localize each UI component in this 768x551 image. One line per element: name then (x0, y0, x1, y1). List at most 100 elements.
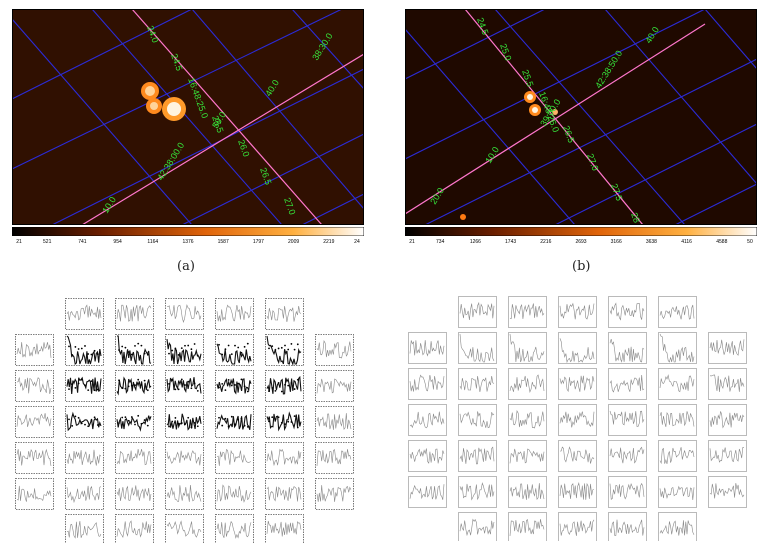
spectrum-cell (215, 298, 254, 330)
spectrum-cell (508, 368, 547, 400)
colorbar-tick: 954 (113, 239, 122, 245)
spectrum-point (293, 415, 296, 417)
spectrum-frame (558, 440, 597, 472)
spectrum-cell (458, 296, 497, 328)
spectrum-point (118, 379, 120, 382)
panel-a-colorbar (12, 227, 364, 236)
spectrum-point (290, 382, 293, 384)
spectrum-point (230, 353, 233, 356)
spectrum-point (290, 421, 293, 423)
spectrum-trace (216, 484, 252, 503)
spectrum-trace (216, 414, 252, 431)
spectrum-frame (458, 332, 497, 364)
spectrum-trace (216, 304, 252, 322)
spectrum-cell (558, 512, 597, 541)
spectrum-cell (658, 368, 697, 400)
spectrum-trace (166, 520, 202, 538)
spectrum-point (277, 416, 280, 419)
spectrum-point (234, 384, 236, 386)
spectrum-cell (608, 440, 647, 472)
point-sources (460, 91, 558, 220)
spectrum-point (284, 383, 286, 386)
spectrum-point (240, 378, 243, 381)
spectrum-point (221, 424, 224, 427)
spectrum-cell (215, 334, 254, 366)
spectrum-point (168, 352, 170, 355)
ra-label: 28 (629, 211, 642, 224)
spectrum-trace (116, 415, 152, 432)
spectrum-cell (408, 404, 447, 436)
spectrum-point (224, 389, 227, 392)
spectrum-point (80, 378, 83, 381)
spectrum-frame (458, 296, 497, 328)
coordinate-grid (405, 9, 757, 225)
spectrum-point (237, 346, 240, 349)
spectrum-cell (65, 298, 104, 330)
spectrum-point (274, 349, 277, 351)
spectrum-cell (115, 514, 154, 543)
colorbar-tick: 21 (409, 239, 415, 245)
spectrum-point (196, 354, 199, 357)
spectrum-point (187, 380, 190, 383)
colorbar-tick: 734 (436, 239, 445, 245)
spectrum-frame (65, 334, 104, 366)
colorbar-tick: 1587 (217, 239, 229, 245)
spectrum-point (284, 344, 286, 347)
spectrum-point (121, 345, 124, 348)
spectrum-cell (265, 442, 304, 474)
spectrum-frame (315, 334, 354, 366)
spectrum-frame (115, 442, 154, 474)
spectrum-cell (708, 476, 747, 508)
spectrum-frame (508, 404, 547, 436)
spectrum-point (268, 390, 270, 392)
spectrum-frame (458, 404, 497, 436)
spectrum-trace (559, 446, 595, 464)
spectrum-cell (608, 332, 647, 364)
spectrum-cell (508, 332, 547, 364)
colorbar-tick: 1164 (147, 239, 159, 245)
spectrum-cell (315, 334, 354, 366)
spectrum-cell (265, 406, 304, 438)
spectrum-trace (166, 304, 202, 323)
spectrum-point (93, 349, 96, 352)
spectrum-point (146, 389, 149, 392)
spectrum-cell (315, 478, 354, 510)
spectrum-point (230, 384, 233, 387)
spectrum-cell (458, 440, 497, 472)
colorbar-tick: 3638 (645, 239, 657, 245)
spectrum-cell (708, 368, 747, 400)
spectrum-cell (265, 334, 304, 366)
spectrum-point (124, 346, 127, 349)
spectrum-point (277, 381, 280, 384)
spectrum-cell (608, 404, 647, 436)
spectrum-point (280, 421, 283, 424)
spectrum-point (293, 388, 296, 390)
spectrum-cell (558, 476, 597, 508)
spectrum-point (77, 348, 80, 350)
spectrum-point (134, 423, 136, 426)
spectrum-point (74, 346, 77, 348)
spectrum-point (71, 424, 74, 427)
spectrum-trace (559, 302, 595, 320)
spectrum-point (237, 382, 240, 385)
panel-a-colorbar-ticks: 21 521 741 954 1164 1376 1587 1797 2009 … (12, 239, 364, 249)
spectrum-point (280, 346, 283, 349)
spectrum-point (184, 384, 186, 386)
spectrum-frame (165, 514, 204, 543)
spectrum-point (274, 418, 277, 421)
spectrum-frame (408, 440, 447, 472)
spectrum-frame (215, 298, 254, 330)
spectrum-trace (509, 519, 545, 537)
spectrum-frame (708, 404, 747, 436)
spectrum-cell (165, 334, 204, 366)
spectrum-point (287, 420, 290, 423)
colorbar-tick: 1797 (252, 239, 264, 245)
spectrum-trace (266, 448, 302, 467)
spectrum-point (68, 388, 70, 390)
colorbar-tick: 24 (354, 239, 360, 245)
spectrum-point (143, 379, 146, 382)
spectrum-trace (509, 410, 545, 429)
spectrum-point (268, 420, 270, 423)
spectrum-frame (265, 478, 304, 510)
spectrum-point (140, 422, 143, 425)
